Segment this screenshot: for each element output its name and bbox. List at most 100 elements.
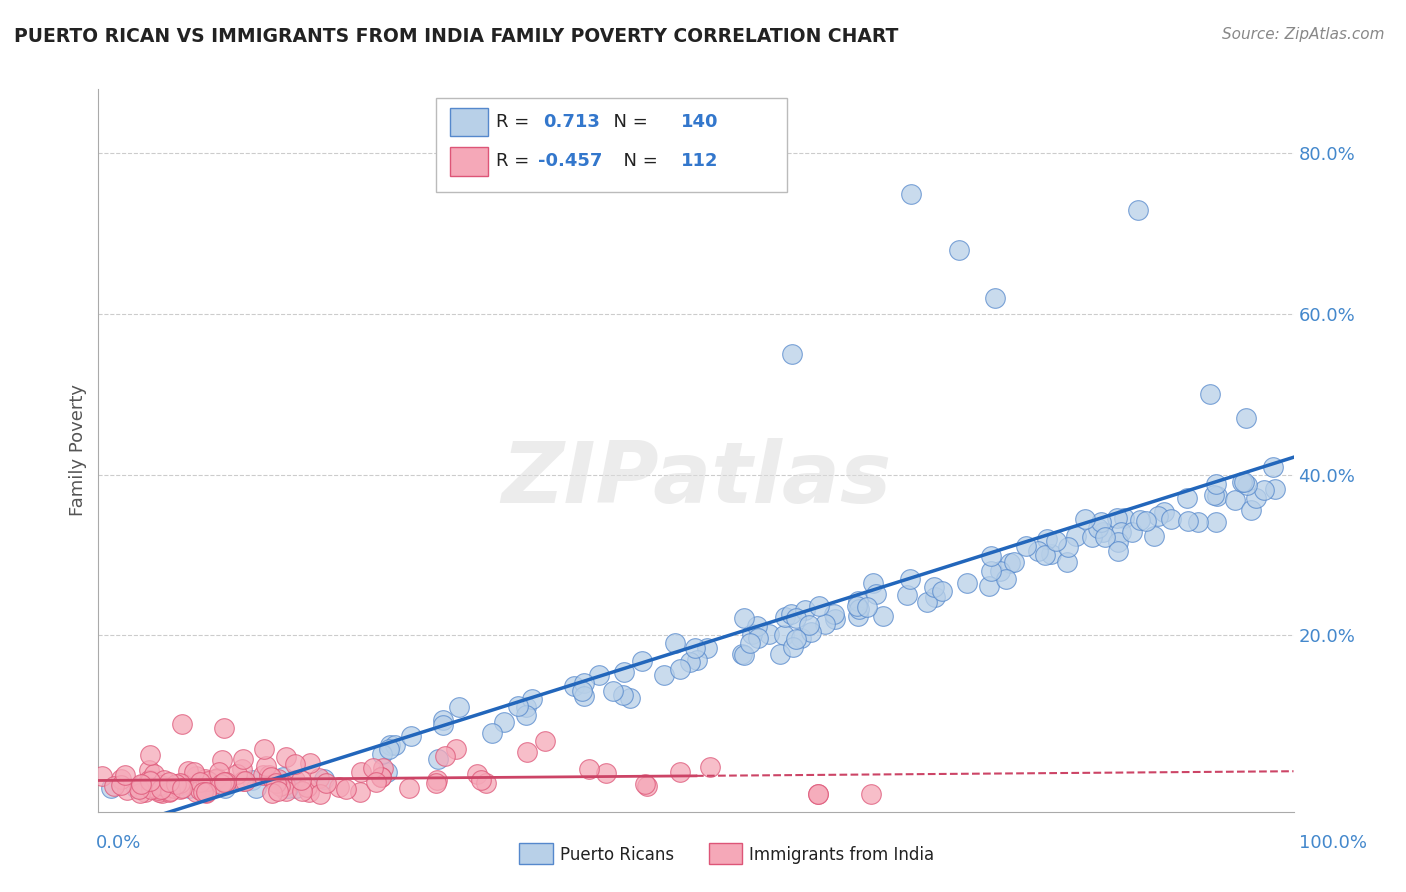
Text: 0.0%: 0.0% [96,834,141,852]
Point [131,776,153,790]
Point [1121,524,1143,539]
Point [134,785,156,799]
Point [132,777,155,791]
Point [823,607,845,621]
Point [315,776,337,790]
Point [139,782,162,797]
Point [994,572,1017,586]
Point [741,627,763,641]
Point [612,665,634,680]
Point [264,775,287,789]
Point [103,779,125,793]
Point [578,762,600,776]
Point [426,772,449,787]
Point [1015,539,1038,553]
Point [262,786,284,800]
Point [138,772,160,787]
Point [371,747,394,761]
Point [1091,524,1114,539]
Point [846,599,869,614]
Point [1160,512,1182,526]
Point [636,779,658,793]
Point [785,632,807,646]
Point [194,785,217,799]
Point [846,609,869,624]
Point [915,595,938,609]
Point [1107,511,1129,525]
Point [114,768,136,782]
Point [447,700,470,714]
Point [588,668,610,682]
Point [157,775,180,789]
Point [797,617,820,632]
Point [898,572,921,586]
Point [297,780,319,794]
Point [574,689,596,703]
Point [153,772,176,787]
Point [1264,482,1286,496]
Point [274,749,297,764]
Point [328,780,350,794]
Point [298,756,321,771]
Point [571,684,593,698]
Point [1234,411,1257,425]
Point [1040,547,1063,561]
Point [188,775,211,789]
Point [900,186,922,201]
Point [745,618,768,632]
Point [1225,492,1247,507]
Point [163,781,186,796]
Point [1057,540,1080,554]
Point [177,780,200,795]
Point [1074,511,1097,525]
Point [205,772,228,786]
Point [117,782,139,797]
Point [931,584,953,599]
Point [808,599,831,614]
Point [683,641,706,656]
Point [149,778,172,792]
Point [233,773,256,788]
Point [209,777,232,791]
Point [371,761,394,775]
Point [872,608,894,623]
Point [865,587,887,601]
Point [1146,508,1168,523]
Point [595,766,617,780]
Point [143,767,166,781]
Point [312,772,335,787]
Point [138,763,160,777]
Point [284,780,307,795]
Text: -0.457: -0.457 [538,153,603,170]
Point [1244,491,1267,506]
Point [669,765,692,780]
Point [769,647,792,661]
Point [214,775,236,789]
Point [1035,548,1057,562]
Point [125,780,148,795]
Point [425,776,447,790]
Point [522,691,544,706]
Point [1026,544,1049,558]
Point [806,787,828,801]
Point [149,781,172,796]
Text: N =: N = [602,113,654,131]
Point [186,785,208,799]
Point [1002,555,1025,569]
Point [350,764,373,779]
Point [896,588,918,602]
Point [183,765,205,780]
Point [159,784,181,798]
Point [207,771,229,785]
Point [773,627,796,641]
Text: R =: R = [496,153,536,170]
Point [197,774,219,789]
Point [1153,505,1175,519]
Point [782,640,804,655]
Point [980,564,1002,578]
Point [602,684,624,698]
Point [1087,520,1109,534]
Point [169,782,191,797]
Point [475,776,498,790]
Point [370,770,392,784]
